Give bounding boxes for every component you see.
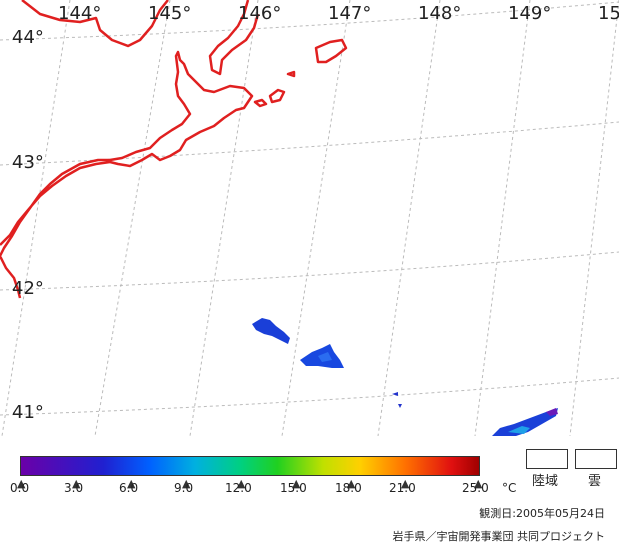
latitude-label: 44° xyxy=(12,27,44,48)
sst-patch xyxy=(508,426,530,434)
longitude-grid xyxy=(1,0,619,436)
colorbar-tick-mark: ▲ xyxy=(17,477,26,490)
credit-text: 岩手県／宇宙開発事業団 共同プロジェクト xyxy=(392,530,606,543)
cloud-legend-label: 雲 xyxy=(588,474,602,489)
colorbar-tick-label: 0.0 xyxy=(10,481,30,495)
latitude-grid xyxy=(0,1,619,416)
colorbar-tick-label: 12.0 xyxy=(225,481,252,495)
colorbar-tick-mark: ▲ xyxy=(401,477,410,490)
colorbar-tick-label: 18.0 xyxy=(335,481,362,495)
observation-date: 観測日:2005年05月24日 xyxy=(479,507,605,520)
colorbar-tick-label: 6.0 xyxy=(119,481,139,495)
longitude-label: 144° xyxy=(58,3,102,24)
colorbar-tick-label: 3.0 xyxy=(64,481,84,495)
sst-patch xyxy=(492,408,558,436)
sst-patch xyxy=(398,404,402,408)
colorbar-tick-mark: ▲ xyxy=(237,477,246,490)
longitude-label: 148° xyxy=(418,3,462,24)
sst-patch xyxy=(392,392,398,396)
longitude-label: 145° xyxy=(148,3,192,24)
colorbar-tick-mark: ▲ xyxy=(182,477,191,490)
coastline xyxy=(0,0,348,299)
longitude-label: 149° xyxy=(508,3,552,24)
sst-patches xyxy=(252,318,558,436)
colorbar-tick-label: 25.0 xyxy=(462,481,489,495)
colorbar-unit-label: °C xyxy=(502,481,517,495)
sst-map xyxy=(0,0,619,436)
colorbar-tick-label: 15.0 xyxy=(280,481,307,495)
land-legend-swatch xyxy=(526,449,568,469)
colorbar-tick-mark: ▲ xyxy=(474,477,483,490)
colorbar-tick-mark: ▲ xyxy=(127,477,136,490)
sst-patch xyxy=(252,318,290,344)
colorbar-tick-label: 21.0 xyxy=(389,481,416,495)
colorbar-tick-label: 9.0 xyxy=(174,481,194,495)
latitude-label: 43° xyxy=(12,152,44,173)
colorbar-tick-mark: ▲ xyxy=(347,477,356,490)
latitude-label: 41° xyxy=(12,402,44,423)
latitude-label: 42° xyxy=(12,278,44,299)
sst-patch xyxy=(318,352,332,362)
temperature-colorbar xyxy=(20,456,480,476)
longitude-label: 15 xyxy=(598,3,619,24)
cloud-legend-swatch xyxy=(575,449,617,469)
colorbar-tick-mark: ▲ xyxy=(292,477,301,490)
colorbar-tick-mark: ▲ xyxy=(72,477,81,490)
sst-patch xyxy=(546,408,558,416)
land-legend-label: 陸域 xyxy=(532,474,559,489)
longitude-label: 146° xyxy=(238,3,282,24)
longitude-label: 147° xyxy=(328,3,372,24)
